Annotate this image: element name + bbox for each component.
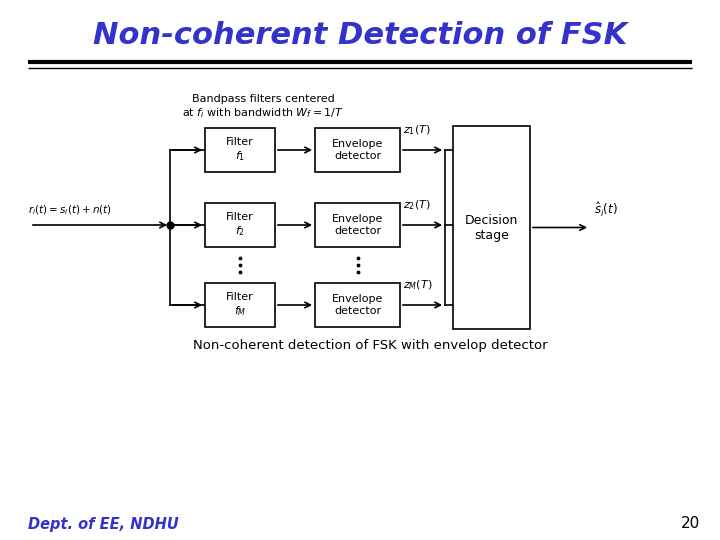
- Text: $z_M(T)$: $z_M(T)$: [403, 279, 433, 292]
- Bar: [315, 128, 400, 172]
- Text: Decision
stage: Decision stage: [465, 213, 518, 241]
- Text: $z_2(T)$: $z_2(T)$: [403, 198, 431, 212]
- Bar: [205, 283, 275, 327]
- Text: Dept. of EE, NDHU: Dept. of EE, NDHU: [28, 516, 179, 531]
- Bar: [453, 126, 530, 329]
- Text: Non-coherent Detection of FSK: Non-coherent Detection of FSK: [93, 21, 627, 50]
- Text: Envelope
detector: Envelope detector: [332, 214, 383, 236]
- Text: Non-coherent detection of FSK with envelop detector: Non-coherent detection of FSK with envel…: [193, 339, 547, 352]
- Text: Filter
$f_1$: Filter $f_1$: [226, 137, 254, 163]
- Bar: [205, 203, 275, 247]
- Text: Envelope
detector: Envelope detector: [332, 294, 383, 316]
- Text: Envelope
detector: Envelope detector: [332, 139, 383, 161]
- Text: $z_1(T)$: $z_1(T)$: [403, 124, 431, 137]
- Bar: [205, 128, 275, 172]
- Bar: [315, 203, 400, 247]
- Bar: [315, 283, 400, 327]
- Text: $\hat{s}_i(t)$: $\hat{s}_i(t)$: [594, 201, 618, 219]
- Text: $r_i(t) = s_i(t) + n(t)$: $r_i(t) = s_i(t) + n(t)$: [28, 204, 112, 217]
- Text: Bandpass filters centered
at $f_i$ with bandwidth $W_f= 1/T$: Bandpass filters centered at $f_i$ with …: [182, 94, 344, 120]
- Text: Filter
$f_M$: Filter $f_M$: [226, 292, 254, 318]
- Text: Filter
$f_2$: Filter $f_2$: [226, 212, 254, 238]
- Text: 20: 20: [680, 516, 700, 531]
